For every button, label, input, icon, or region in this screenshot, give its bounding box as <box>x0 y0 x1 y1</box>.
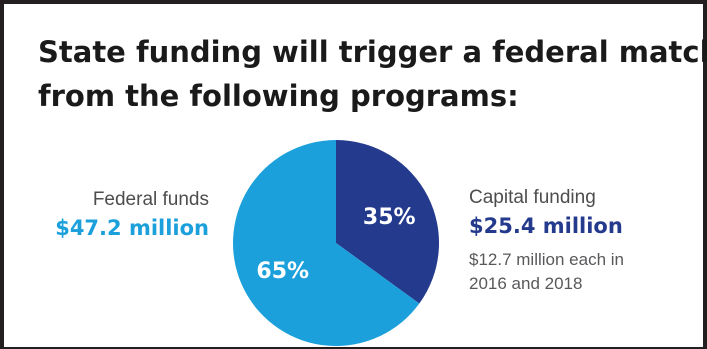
federal-funds-amount: $47.2 million <box>55 216 209 240</box>
capital-funding-amount: $25.4 million <box>469 214 623 238</box>
pie-slice-federal <box>232 140 420 346</box>
title-line-1: State funding will trigger a federal mat… <box>38 35 707 69</box>
capital-funding-note-line-2: 2016 and 2018 <box>469 274 583 293</box>
capital-funding-note-line-1: $12.7 million each in <box>469 250 624 269</box>
pie-label-federal: 65% <box>256 259 309 284</box>
federal-funds-caption: Federal funds <box>92 189 209 210</box>
capital-funding-note: $12.7 million each in 2016 and 2018 <box>469 248 624 296</box>
title-line-2: from the following programs: <box>38 79 519 113</box>
capital-funding-callout: Capital funding $25.4 million $12.7 mill… <box>469 186 624 296</box>
federal-funds-callout: Federal funds $47.2 million <box>55 188 209 244</box>
pie-slice-capital <box>336 140 439 304</box>
capital-funding-caption: Capital funding <box>469 187 596 208</box>
pie-label-capital: 35% <box>363 205 416 230</box>
page-title: State funding will trigger a federal mat… <box>38 30 707 118</box>
